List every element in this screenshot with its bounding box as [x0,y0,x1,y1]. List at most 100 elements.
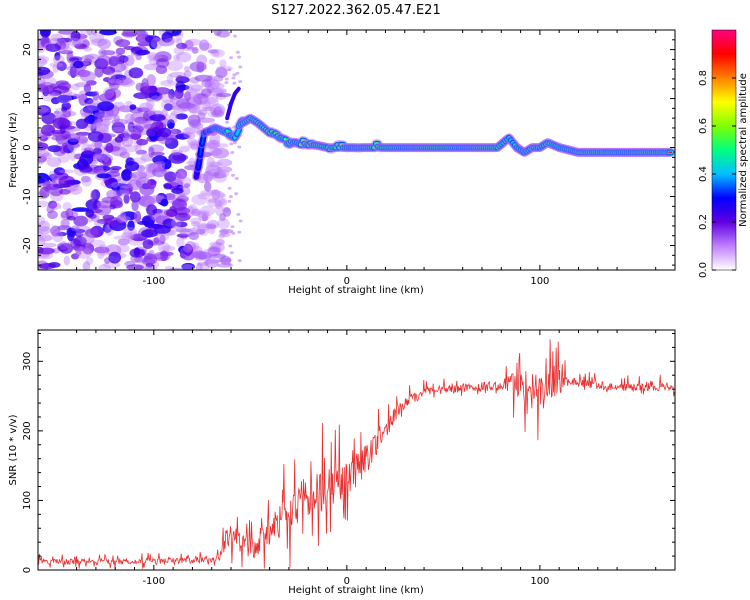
noise-blob [68,184,83,195]
noise-blob [160,79,177,87]
noise-blob [195,228,206,235]
y-tick-label: 100 [22,491,33,510]
ridge-segment [235,128,241,136]
noise-blob [157,127,172,138]
y-tick-label: 0 [22,144,33,150]
noise-blob [238,80,243,84]
noise-blob [94,246,110,254]
noise-blob [78,90,88,102]
noise-blob [75,131,91,136]
noise-blob [150,95,161,103]
noise-blob [176,38,183,48]
y-tick-label: -20 [22,237,33,253]
noise-blob [96,173,112,179]
noise-blob [183,91,192,101]
noise-blob [225,120,229,124]
noise-blob [123,193,130,204]
noise-blob [200,88,212,97]
noise-blob [123,46,136,50]
noise-blob [196,222,210,233]
colorbar-tick-label: 0.2 [698,214,709,230]
noise-blob [169,128,182,135]
noise-blob [217,143,229,149]
noise-blob [139,171,156,178]
noise-blob [197,223,213,229]
noise-blob [41,152,53,160]
noise-blob [215,168,225,174]
noise-blob [73,93,81,99]
noise-blob [89,32,105,44]
noise-blob [219,198,226,205]
noise-blob [119,211,127,222]
noise-blob [104,217,122,226]
noise-blob [149,194,165,204]
noise-blob [234,177,239,180]
spectrogram-frame [37,29,676,271]
noise-blob [38,226,52,235]
noise-blob [108,251,122,264]
noise-blob [176,237,185,248]
noise-blob [129,104,137,110]
noise-blob [196,54,208,66]
noise-blob [194,251,212,260]
noise-blob [82,233,95,244]
noise-blob [211,30,223,33]
noise-blob [205,222,217,229]
noise-blob [82,261,91,270]
noise-blob [115,53,124,65]
noise-blob [38,229,44,241]
spectrogram-noise-blobs [38,30,243,270]
noise-blob [202,100,212,110]
noise-blob [184,126,201,134]
noise-blob [166,73,174,85]
noise-blob [188,232,199,241]
noise-blob [59,241,68,251]
noise-blob [197,109,208,116]
noise-blob [156,58,170,68]
noise-blob [143,63,159,71]
colorbar-tick-label: 0.6 [698,118,709,134]
x-tick-label: -100 [142,576,165,587]
noise-blob [206,161,220,172]
noise-blob [56,61,67,72]
noise-blob [214,204,224,217]
noise-blob [162,218,176,229]
noise-blob [127,233,134,242]
noise-blob [207,197,217,203]
noise-blob [52,117,71,130]
y-tick-label: 200 [22,421,33,440]
noise-blob [234,192,239,196]
noise-blob [215,67,228,78]
noise-blob [227,262,232,266]
noise-blob [107,78,123,87]
noise-blob [173,54,180,62]
noise-blob [219,232,231,238]
noise-blob [230,151,235,154]
noise-blob [59,95,75,101]
noise-blob [102,156,112,167]
noise-blob [159,234,166,244]
noise-blob [79,30,87,37]
noise-blob [154,160,166,167]
colorbar-gradient [711,29,737,271]
noise-blob [227,199,232,203]
noise-blob [176,51,192,63]
noise-blob [92,147,102,155]
snr-series-line [38,339,675,569]
noise-blob [98,264,111,270]
y-tick-label: 10 [22,92,33,105]
noise-blob [155,65,168,74]
noise-blob [167,267,185,270]
noise-blob [216,158,233,167]
noise-blob [51,129,67,134]
noise-blob [59,110,77,117]
noise-blob [232,81,237,85]
noise-blob [38,177,46,184]
noise-blob [201,171,215,182]
noise-blob [104,89,116,101]
noise-blob [83,83,92,93]
noise-blob [194,74,213,82]
noise-blob [102,118,111,127]
noise-blob [209,133,221,145]
y-tick-label: -10 [22,188,33,204]
